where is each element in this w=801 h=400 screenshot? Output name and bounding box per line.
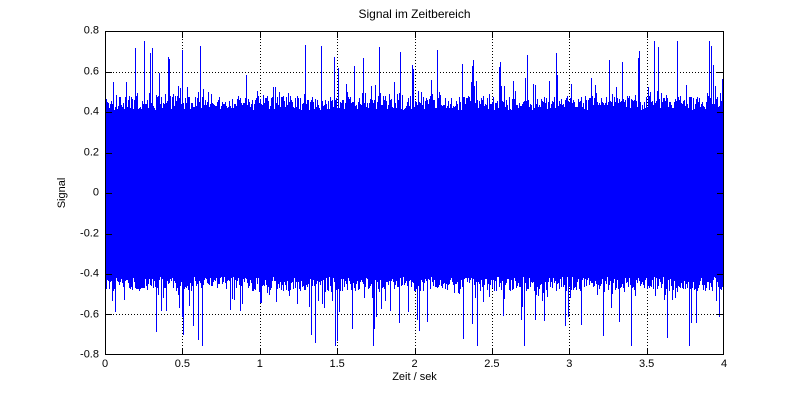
y-tick-label: 0.8 bbox=[83, 24, 99, 37]
x-tick-label: 2.5 bbox=[484, 358, 500, 370]
x-axis-label: Zeit / sek bbox=[392, 371, 437, 383]
y-tick-label: -0.4 bbox=[80, 267, 99, 280]
x-tick-label: 3.5 bbox=[638, 358, 655, 370]
x-tick-label: 0 bbox=[101, 358, 109, 370]
y-tick-label: 0 bbox=[92, 186, 99, 199]
x-tick-label: 4 bbox=[720, 358, 728, 370]
x-tick-label: 1.5 bbox=[329, 358, 345, 370]
x-tick-label: 3 bbox=[566, 358, 573, 370]
chart-title: Signal im Zeitbereich bbox=[358, 7, 471, 21]
x-tick-label: 0.5 bbox=[174, 358, 191, 370]
plot-area bbox=[105, 31, 724, 355]
x-tick-label: 2 bbox=[411, 358, 418, 370]
y-tick-label: -0.8 bbox=[80, 348, 99, 361]
y-tick-label: 0.2 bbox=[83, 146, 99, 158]
y-tick-label: 0.4 bbox=[83, 105, 99, 118]
x-tick-label: 1 bbox=[256, 358, 263, 370]
y-tick-label: -0.6 bbox=[80, 308, 99, 320]
y-tick-label: 0.6 bbox=[83, 65, 99, 77]
y-tick-label: -0.2 bbox=[80, 227, 99, 239]
